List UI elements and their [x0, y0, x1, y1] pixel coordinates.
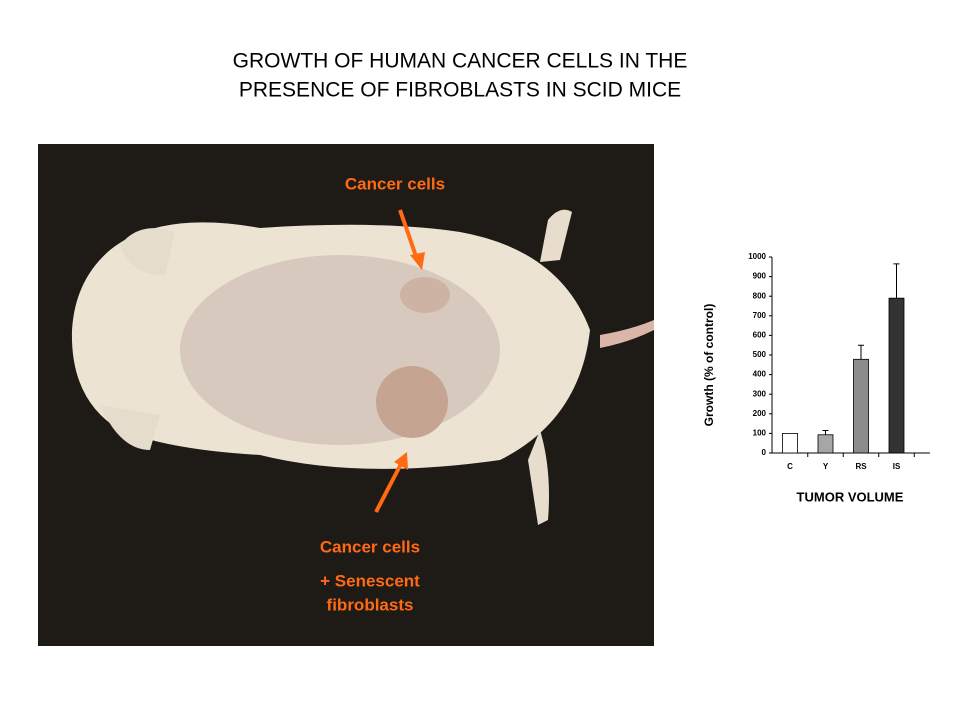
- y-tick-label: 800: [753, 291, 767, 300]
- title-line: PRESENCE OF FIBROBLASTS IN SCID MICE: [239, 79, 681, 102]
- photo-label: fibroblasts: [327, 595, 414, 614]
- y-tick-label: 200: [753, 409, 767, 418]
- y-tick-label: 500: [753, 350, 767, 359]
- x-tick-label: C: [787, 462, 793, 471]
- y-tick-label: 700: [753, 311, 767, 320]
- bar: [853, 358, 869, 454]
- chart: Growth (% of control) TUMOR VOLUME 0 100 2…: [702, 252, 930, 504]
- bar: [782, 432, 798, 454]
- photo-label: Cancer cells: [320, 537, 420, 556]
- bar: [888, 297, 905, 454]
- y-tick-label: 400: [753, 370, 767, 379]
- y-tick-label: 100: [753, 429, 767, 438]
- title-line: GROWTH OF HUMAN CANCER CELLS IN THE: [233, 50, 688, 73]
- x-tick-label: Y: [823, 462, 829, 471]
- y-tick-label: 300: [753, 389, 767, 398]
- y-tick-label: 600: [753, 331, 767, 340]
- x-tick-label: RS: [855, 462, 867, 471]
- y-tick-label: 900: [753, 272, 767, 281]
- y-tick-label: 1000: [748, 252, 766, 261]
- error-bar: [893, 263, 900, 299]
- x-axis-label: TUMOR VOLUME: [797, 489, 904, 504]
- bar: [817, 434, 834, 454]
- error-bar: [858, 344, 864, 360]
- y-axis-label: Growth (% of control): [702, 304, 716, 427]
- x-tick-label: IS: [893, 462, 901, 471]
- y-tick-label: 0: [762, 448, 767, 457]
- photo-label: + Senescent: [320, 571, 420, 590]
- error-bar: [822, 429, 829, 435]
- photo: [38, 144, 654, 646]
- photo-label: Cancer cells: [345, 174, 445, 193]
